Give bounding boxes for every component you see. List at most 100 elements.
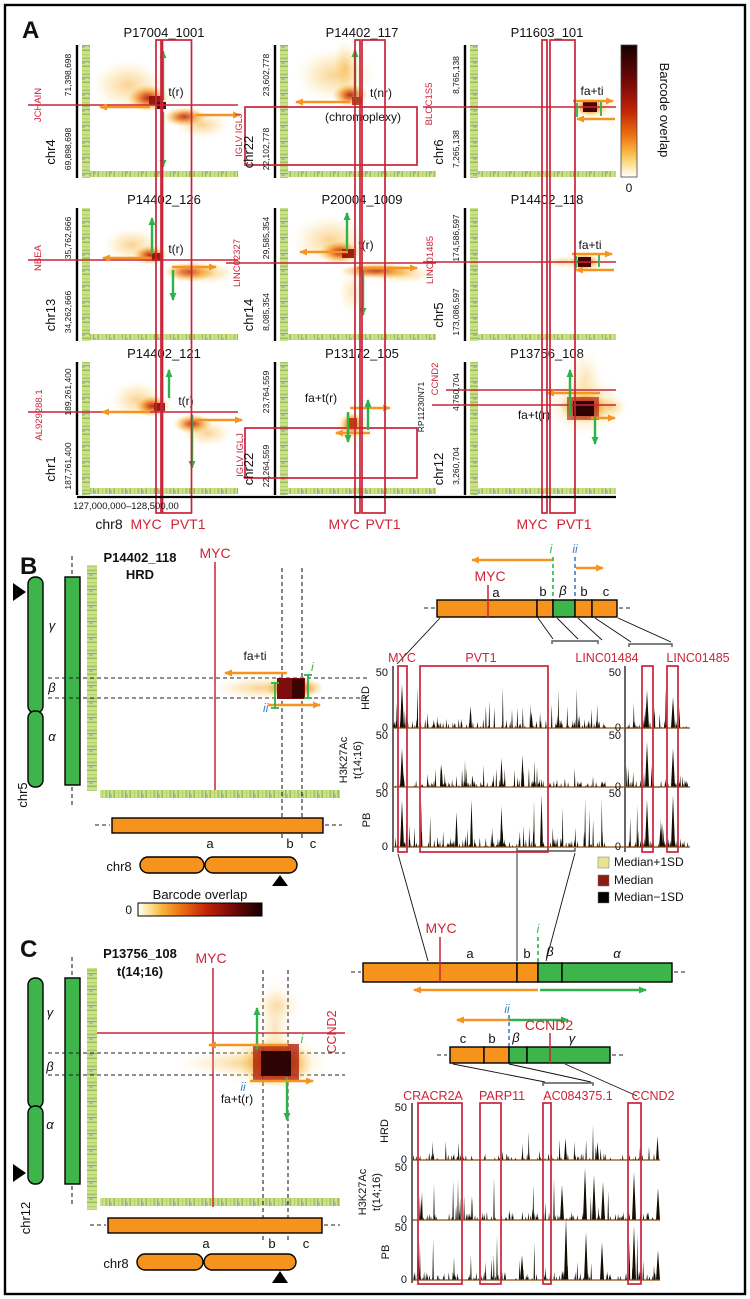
track-pb-right bbox=[626, 804, 689, 847]
track-pb-left bbox=[394, 798, 606, 847]
track-label-pb: PB bbox=[361, 813, 373, 828]
der2-seg-beta bbox=[508, 1046, 528, 1064]
legend-swatch-1 bbox=[597, 874, 610, 887]
partner-gene-label-2: RP11230N71 bbox=[416, 382, 426, 433]
der-seg-b2 bbox=[574, 599, 593, 618]
partner-gene-label: NBEA bbox=[33, 244, 44, 271]
gene-label-parp11: PARP11 bbox=[479, 1089, 525, 1103]
track-label-hrd: HRD bbox=[360, 686, 372, 710]
coord-top: 23,764,559 bbox=[261, 370, 271, 413]
der-seg-a bbox=[436, 599, 538, 618]
panel-b-heatmap: P14402_118 HRD MYC fa+ti i ii bbox=[48, 545, 368, 838]
der-i-label: i bbox=[550, 542, 553, 556]
chr5-ideogram: γ β α chr5 bbox=[13, 556, 81, 808]
chrom-label: chr5 bbox=[15, 782, 30, 807]
gene-label-linc01485: LINC01485 bbox=[666, 651, 729, 665]
rearrangement-note: fa+ti bbox=[243, 649, 266, 663]
panel-a-xaxis: 127,000,000–128,500,00 chr8 MYC PVT1 MYC… bbox=[73, 495, 616, 532]
hic-panel-0: P17004_1001 JCHAIN t(r) 71,398,698 69,89… bbox=[28, 25, 241, 178]
scale-min: 0 bbox=[401, 1154, 407, 1166]
scale-max: 50 bbox=[609, 730, 621, 742]
rearrangement-note: t(r) bbox=[178, 394, 193, 408]
panel-c-derivative-1: MYC i a b β α bbox=[351, 920, 686, 994]
chr12-ideogram: γ β α chr12 bbox=[13, 957, 81, 1234]
colorbar-min: 0 bbox=[125, 903, 132, 917]
ccnd2-label: CCND2 bbox=[325, 1010, 339, 1053]
chrom-label: chr14 bbox=[241, 299, 256, 332]
panel-c: C MYC i a b β α ii CCND2 c b β γ bbox=[13, 920, 686, 1286]
sample-condition: HRD bbox=[126, 567, 154, 582]
track-label-t1416: t(14;16) bbox=[371, 1173, 383, 1211]
der-myc-label: MYC bbox=[474, 568, 505, 584]
segment-a: a bbox=[202, 1236, 210, 1251]
segment-gamma: γ bbox=[49, 618, 57, 633]
scale-max: 50 bbox=[376, 667, 388, 679]
i-bracket bbox=[271, 674, 312, 709]
rearrangement-note: fa+t(r) bbox=[518, 408, 550, 422]
heatmap-blob bbox=[210, 676, 325, 700]
segment-alpha: α bbox=[48, 729, 56, 744]
legend-label-1: Median bbox=[614, 873, 653, 887]
der1-seg-alpha bbox=[561, 962, 673, 983]
rearrangement-note: t(r) bbox=[168, 242, 183, 256]
scale-min: 0 bbox=[615, 781, 621, 793]
legend-label-0: Median+1SD bbox=[614, 855, 684, 869]
sample-title: P13756_108 bbox=[103, 946, 177, 961]
coord-top: 8,765,138 bbox=[451, 56, 461, 94]
der-seg-c bbox=[591, 599, 618, 618]
coord-bottom: 69,898,698 bbox=[63, 127, 73, 170]
colorbar-title: Barcode overlap bbox=[153, 887, 248, 902]
scale-min: 0 bbox=[401, 1274, 407, 1286]
track-h3k27ac-right bbox=[626, 750, 689, 787]
der-b1: b bbox=[539, 584, 546, 599]
partner-gene-label: CCND2 bbox=[430, 363, 441, 396]
der2-gamma: γ bbox=[569, 1031, 577, 1046]
pvt1-box bbox=[361, 39, 386, 514]
gene-label-ac084375: AC084375.1 bbox=[543, 1089, 613, 1103]
der2-b: b bbox=[488, 1031, 495, 1046]
gene-label-ccnd2: CCND2 bbox=[631, 1089, 674, 1103]
zoom-region-bar bbox=[64, 576, 81, 786]
legend-label-2: Median−1SD bbox=[614, 890, 684, 904]
panel-b-tracks: MYC PVT1 LINC01484 LINC01485 50 0 50 0 5… bbox=[338, 651, 730, 962]
colorbar-min: 0 bbox=[626, 181, 633, 195]
triangle-marker bbox=[13, 1164, 26, 1182]
track-label-h3k27ac: H3K27Ac bbox=[357, 1168, 369, 1215]
chr8-ideogram-q bbox=[203, 1253, 297, 1271]
scale-min: 0 bbox=[401, 1214, 407, 1226]
scale-min: 0 bbox=[615, 722, 621, 734]
panel-c-chr8: a b c chr8 bbox=[90, 1217, 340, 1283]
der-seg-beta bbox=[552, 599, 576, 618]
fan-lines bbox=[396, 617, 673, 665]
coord-top: 29,585,354 bbox=[261, 216, 271, 259]
parp11-gene-box bbox=[479, 1102, 502, 1285]
der-c: c bbox=[603, 584, 610, 599]
der-b2: b bbox=[580, 584, 587, 599]
partner-gene-label: AL929288.1 bbox=[34, 389, 45, 440]
der1-a: a bbox=[466, 946, 474, 961]
der2-seg-c bbox=[449, 1046, 485, 1064]
xaxis-chrom: chr8 bbox=[95, 516, 122, 532]
coord-bottom: 173,086,597 bbox=[451, 288, 461, 336]
sample-id: P17004_1001 bbox=[124, 25, 205, 40]
der1-myc-label: MYC bbox=[425, 920, 456, 936]
rearrangement-note: t(nr) bbox=[370, 86, 392, 100]
track-scales: 50 0 50 0 50 0 bbox=[395, 1102, 407, 1286]
sample-id: P11603_101 bbox=[511, 25, 584, 40]
scale-max: 50 bbox=[395, 1102, 407, 1114]
chr8-label: chr8 bbox=[103, 1256, 128, 1271]
sample-id: P14402_117 bbox=[326, 25, 399, 40]
gene-boxes bbox=[417, 1102, 642, 1285]
scale-min: 0 bbox=[382, 722, 388, 734]
heatmap-blob bbox=[170, 973, 330, 1092]
rearrangement-note: fa+ti bbox=[580, 84, 603, 98]
barcode-strip bbox=[90, 334, 238, 340]
chrom-label: chr4 bbox=[43, 139, 58, 164]
sample-id: P14402_126 bbox=[127, 192, 201, 207]
coord-bottom: 3,260,704 bbox=[451, 447, 461, 485]
pvt1-axis-label: PVT1 bbox=[170, 516, 205, 532]
segment-b: b bbox=[268, 1236, 275, 1251]
barcode-strip bbox=[90, 488, 238, 494]
track-row-labels: HRD H3K27Ac t(14;16) PB bbox=[357, 1119, 392, 1259]
linc01484-gene-box bbox=[641, 665, 654, 853]
